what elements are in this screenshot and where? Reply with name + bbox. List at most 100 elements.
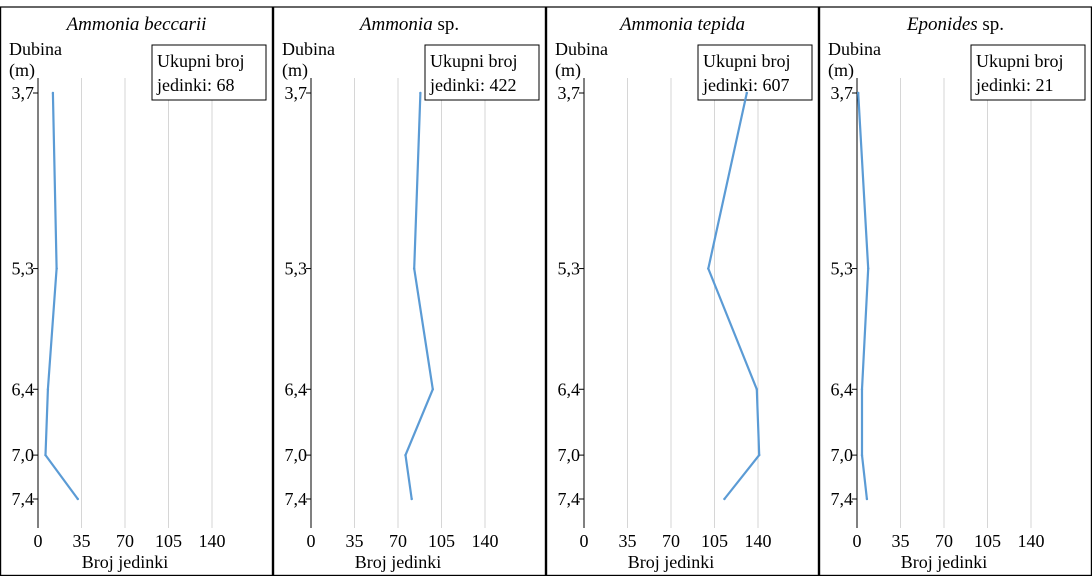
panel-title-italic: Ammonia tepida <box>618 14 745 35</box>
x-tick-label: 105 <box>428 531 455 551</box>
data-point <box>44 453 47 457</box>
y-axis-unit: (m) <box>828 60 854 81</box>
x-axis-label: Broj jedinki <box>628 552 715 572</box>
y-axis-unit: (m) <box>9 60 35 81</box>
data-point <box>866 267 870 270</box>
panel-title-italic: Ammonia beccarii <box>65 14 207 35</box>
y-axis-label: Dubina <box>555 39 608 59</box>
x-axis-label: Broj jedinki <box>355 552 442 572</box>
panel-title-italic: Eponides <box>906 14 978 35</box>
x-tick-label: 70 <box>935 531 953 551</box>
panel-3: Ammonia tepida 3,7 5,3 6,4 7,0 7,4 Dubina(m) 0 3… <box>545 6 819 576</box>
x-tick-label: 0 <box>307 531 316 551</box>
y-axis-label: Dubina <box>9 39 62 59</box>
x-tick-label: 0 <box>580 531 589 551</box>
x-tick-label: 105 <box>155 531 182 551</box>
panel-2: Ammonia sp. 3,7 5,3 6,4 7,0 7,4 Dubina(m) 0 35 70… <box>273 6 546 576</box>
data-point <box>860 453 864 457</box>
x-tick-label: 140 <box>745 531 772 551</box>
panel-frame <box>0 6 273 576</box>
y-tick-label: 7,4 <box>558 489 581 509</box>
data-point <box>755 388 758 391</box>
data-point <box>412 267 416 270</box>
panel-title: Eponides sp. <box>906 14 1004 35</box>
panels: Ammonia beccarii3,75,36,47,07,4Dubina(m)… <box>0 6 1092 576</box>
x-tick-label: 105 <box>701 531 728 551</box>
y-tick-label: 3,7 <box>285 83 308 103</box>
y-tick-label: 7,0 <box>558 445 581 465</box>
data-point <box>431 388 434 391</box>
x-tick-label: 35 <box>73 531 91 551</box>
y-tick-label: 6,4 <box>558 379 581 399</box>
panel-title-plain: sp. <box>978 14 1004 35</box>
x-tick-label: 35 <box>619 531 637 551</box>
data-point <box>410 497 413 501</box>
y-tick-label: 7,0 <box>12 445 35 465</box>
x-axis-label: Broj jedinki <box>901 552 988 572</box>
x-tick-label: 35 <box>346 531 364 551</box>
panel-title: Ammonia tepida <box>618 14 745 35</box>
y-axis-unit: (m) <box>555 60 581 81</box>
data-point <box>404 453 407 457</box>
y-tick-label: 6,4 <box>285 379 308 399</box>
total-box <box>424 44 540 101</box>
data-point <box>758 453 761 457</box>
y-tick-label: 6,4 <box>831 379 854 399</box>
total-value: jedinki: 607 <box>702 75 790 95</box>
total-value: jedinki: 21 <box>975 75 1054 95</box>
total-box <box>970 44 1086 101</box>
x-tick-label: 70 <box>662 531 680 551</box>
y-tick-label: 7,0 <box>831 445 854 465</box>
y-tick-label: 7,4 <box>12 489 35 509</box>
panel-1: Ammonia beccarii 3,7 5,3 6,4 7,0 7,4 Dubina(m)… <box>0 6 273 576</box>
panel-frame <box>545 6 819 576</box>
y-tick-label: 6,4 <box>12 379 35 399</box>
panel-title-italic: Ammonia <box>358 14 433 35</box>
total-label: Ukupni broj <box>430 51 518 71</box>
x-tick-label: 70 <box>116 531 134 551</box>
x-tick-label: 35 <box>892 531 910 551</box>
x-tick-label: 140 <box>1018 531 1045 551</box>
data-point <box>55 267 58 270</box>
y-axis-unit: (m) <box>282 60 308 81</box>
total-box <box>151 44 267 101</box>
data-point <box>857 91 860 95</box>
panel-title: Ammonia beccarii <box>65 14 207 35</box>
total-value: jedinki: 422 <box>429 75 517 95</box>
panel-title-plain: sp. <box>433 14 459 35</box>
total-box <box>697 44 813 101</box>
x-tick-label: 140 <box>472 531 499 551</box>
panel-title: Ammonia sp. <box>358 14 459 35</box>
data-point <box>76 497 79 501</box>
y-tick-label: 7,0 <box>285 445 308 465</box>
total-value: jedinki: 68 <box>156 75 235 95</box>
y-tick-label: 3,7 <box>12 83 35 103</box>
data-point <box>46 388 50 391</box>
x-tick-label: 105 <box>974 531 1001 551</box>
y-tick-label: 3,7 <box>558 83 581 103</box>
x-tick-label: 0 <box>853 531 862 551</box>
data-point <box>865 497 869 501</box>
panel-4: Eponides sp. 3,7 5,3 6,4 7,0 7,4 Dubina(m) 0 35 7… <box>818 6 1092 576</box>
x-tick-label: 140 <box>199 531 226 551</box>
y-tick-label: 5,3 <box>558 259 581 279</box>
y-axis-label: Dubina <box>828 39 881 59</box>
data-point <box>860 388 864 391</box>
data-point <box>707 267 710 270</box>
y-tick-label: 7,4 <box>285 489 308 509</box>
x-tick-label: 70 <box>389 531 407 551</box>
x-axis-label: Broj jedinki <box>82 552 169 572</box>
data-point <box>51 91 55 95</box>
y-tick-label: 5,3 <box>12 259 35 279</box>
total-label: Ukupni broj <box>976 51 1064 71</box>
total-label: Ukupni broj <box>703 51 791 71</box>
y-tick-label: 7,4 <box>831 489 854 509</box>
data-point <box>745 91 749 95</box>
y-tick-label: 3,7 <box>831 83 854 103</box>
data-point <box>419 91 422 95</box>
y-axis-label: Dubina <box>282 39 335 59</box>
y-tick-label: 5,3 <box>831 259 854 279</box>
data-point <box>723 497 726 501</box>
x-tick-label: 0 <box>34 531 43 551</box>
